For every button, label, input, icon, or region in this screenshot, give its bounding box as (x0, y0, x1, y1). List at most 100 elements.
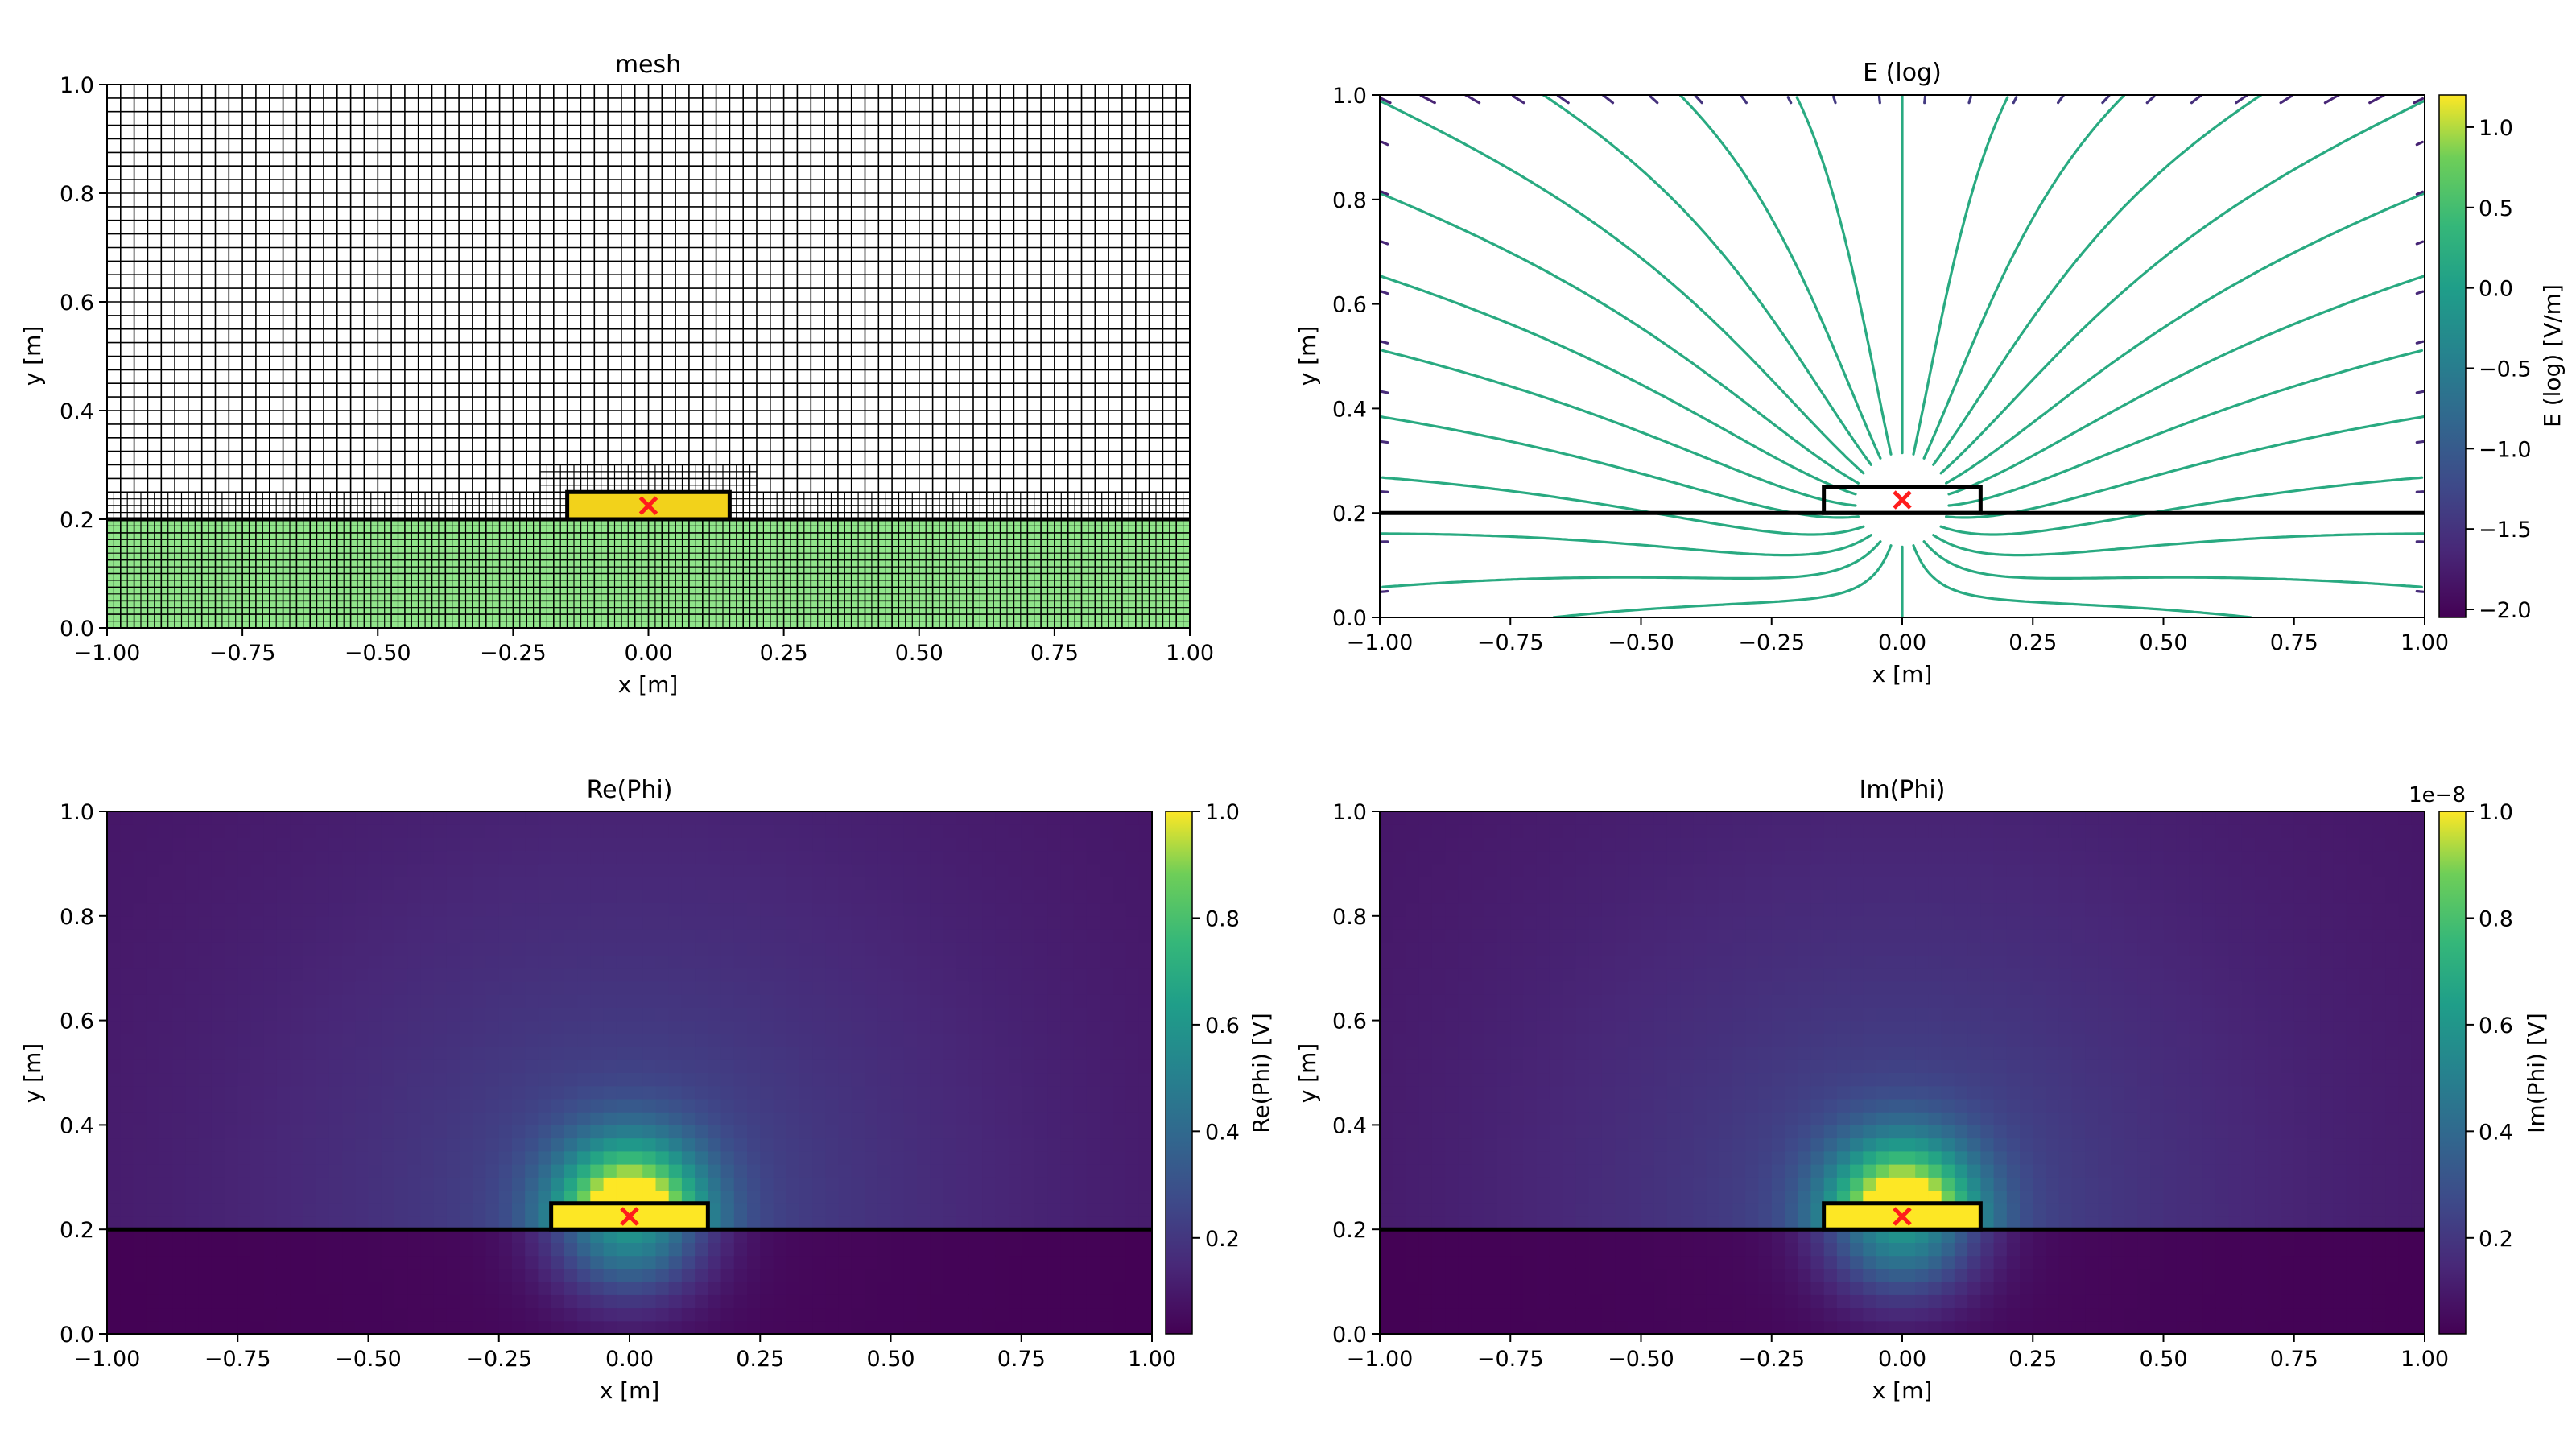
heatmap-cell (1563, 942, 1576, 956)
heatmap-cell (1745, 994, 1760, 1008)
heatmap-cell (172, 824, 186, 838)
heatmap-cell (1073, 1033, 1088, 1047)
heatmap-cell (720, 994, 735, 1008)
heatmap-cell (1138, 877, 1152, 890)
heatmap-cell (551, 837, 565, 852)
heatmap-cell (1510, 1216, 1525, 1230)
heatmap-cell (747, 902, 761, 917)
y-tick-label: 0.2 (60, 508, 94, 533)
heatmap-cell (1380, 824, 1393, 838)
heatmap-cell (303, 1020, 317, 1034)
heatmap-cell (1745, 877, 1760, 890)
heatmap-cell (1549, 1320, 1563, 1334)
heatmap-cell (1641, 890, 1655, 904)
heatmap-cell (1876, 1282, 1890, 1295)
heatmap-cell (1510, 1046, 1525, 1060)
heatmap-cell (1086, 1190, 1100, 1204)
heatmap-cell (1021, 1190, 1035, 1204)
heatmap-cell (1008, 1150, 1022, 1165)
heatmap-cell (133, 994, 147, 1008)
heatmap-cell (120, 1007, 134, 1022)
heatmap-cell (263, 1085, 278, 1100)
heatmap-cell (1680, 1164, 1694, 1178)
heatmap-cell (394, 1164, 408, 1178)
heatmap-cell (355, 1294, 369, 1309)
heatmap-cell (577, 1255, 591, 1269)
heatmap-cell (1680, 902, 1694, 917)
heatmap-cell (577, 980, 591, 995)
heatmap-cell (1575, 1020, 1590, 1034)
heatmap-cell (1406, 1307, 1420, 1322)
heatmap-cell (538, 1085, 552, 1100)
heatmap-cell (1876, 850, 1890, 865)
heatmap-cell (1836, 1112, 1851, 1125)
heatmap-cell (773, 1059, 787, 1074)
heatmap-cell (133, 1007, 147, 1022)
heatmap-cell (564, 1255, 578, 1269)
heatmap-cell (1445, 863, 1459, 877)
heatmap-cell (865, 1307, 878, 1322)
heatmap-cell (1706, 1150, 1720, 1165)
heatmap-cell (1125, 1033, 1140, 1047)
heatmap-cell (1588, 1242, 1603, 1257)
heatmap-cell (328, 1072, 343, 1087)
heatmap-cell (564, 1282, 578, 1295)
heatmap-cell (225, 1150, 238, 1165)
heatmap-cell (512, 915, 526, 930)
heatmap-cell (1706, 994, 1720, 1008)
heatmap-cell (290, 877, 303, 890)
heatmap-cell (485, 1203, 500, 1217)
heatmap-cell (642, 902, 656, 917)
heatmap-cell (1745, 837, 1760, 852)
heatmap-cell (982, 1125, 996, 1139)
heatmap-cell (316, 929, 330, 943)
heatmap-cell (512, 837, 526, 852)
heatmap-cell (1876, 811, 1890, 825)
heatmap-cell (1047, 902, 1061, 917)
heatmap-cell (498, 1268, 513, 1282)
heatmap-cell (1138, 1255, 1152, 1269)
heatmap-cell (812, 1242, 826, 1257)
heatmap-cell (512, 811, 526, 825)
heatmap-cell (917, 1282, 931, 1295)
heatmap-cell (185, 1072, 200, 1087)
heatmap-cell (1406, 1229, 1420, 1243)
heatmap-cell (1563, 1033, 1576, 1047)
heatmap-cell (328, 1282, 343, 1295)
heatmap-cell (1732, 1125, 1746, 1139)
heatmap-cell (917, 1125, 931, 1139)
heatmap-cell (1393, 1072, 1406, 1087)
heatmap-cell (1380, 955, 1393, 969)
heatmap-cell (968, 994, 983, 1008)
heatmap-cell (655, 824, 670, 838)
heatmap-cell (1732, 1268, 1746, 1282)
heatmap-cell (159, 1033, 173, 1047)
heatmap-cell (917, 1112, 931, 1125)
heatmap-cell (1034, 902, 1048, 917)
heatmap-cell (185, 877, 200, 890)
heatmap-cell (1138, 824, 1152, 838)
heatmap-cell (630, 837, 643, 852)
heatmap-cell (1458, 929, 1472, 943)
heatmap-cell (1125, 1112, 1140, 1125)
heatmap-cell (1680, 942, 1694, 956)
heatmap-cell (1034, 1072, 1048, 1087)
heatmap-cell (263, 1007, 278, 1022)
heatmap-cell (485, 980, 500, 995)
heatmap-cell (381, 1282, 395, 1295)
heatmap-cell (290, 1229, 303, 1243)
heatmap-cell (198, 1112, 213, 1125)
heatmap-cell (355, 942, 369, 956)
heatmap-cell (1008, 1072, 1022, 1087)
heatmap-cell (1615, 1150, 1629, 1165)
heatmap-cell (1008, 1190, 1022, 1204)
heatmap-cell (799, 1216, 813, 1230)
heatmap-cell (733, 942, 748, 956)
heatmap-cell (1615, 850, 1629, 865)
heatmap-cell (995, 1255, 1009, 1269)
heatmap-cell (799, 929, 813, 943)
heatmap-cell (473, 1242, 487, 1257)
heatmap-cell (446, 980, 460, 995)
heatmap-cell (995, 1020, 1009, 1034)
heatmap-cell (995, 1007, 1009, 1022)
